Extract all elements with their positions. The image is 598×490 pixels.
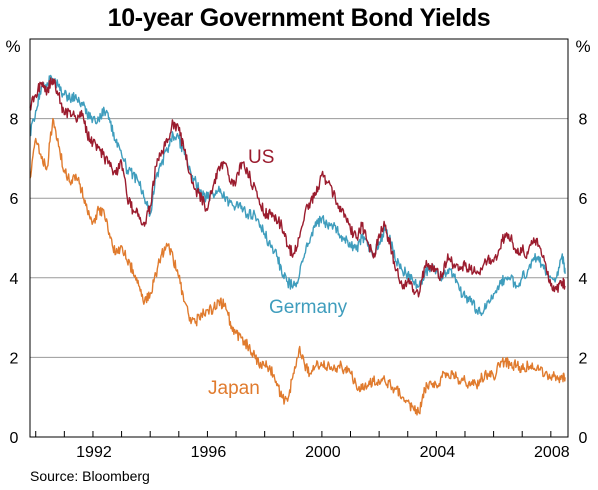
y-unit-right: % [575,37,590,56]
x-tick-label: 2000 [305,444,341,461]
chart-title: 10-year Government Bond Yields [107,4,491,32]
series-line-us [29,77,566,298]
y-tick-label-right: 4 [579,271,588,288]
y-tick-label-right: 0 [579,430,588,447]
source-note: Source: Bloomberg [30,468,150,484]
series-lines [29,74,566,416]
plot-frame [29,38,569,438]
x-tick-label: 1996 [191,444,227,461]
y-tick-label-left: 6 [10,191,19,208]
series-label-us: US [248,147,274,168]
y-unit-left: % [5,37,20,56]
x-tick-marks [35,431,552,437]
y-tick-label-right: 2 [579,350,588,367]
y-tick-label-left: 2 [10,350,19,367]
series-label-germany: Germany [269,297,348,318]
x-tick-label: 1992 [76,444,112,461]
series-label-japan: Japan [208,378,260,399]
axis-labels: 0 0 2 2 4 4 6 6 8 8% % 1992 1996 2000 2004 2008 US German… [5,37,590,461]
y-tick-label-right: 8 [579,112,588,129]
y-tick-label-left: 4 [10,271,19,288]
x-tick-label: 2008 [534,444,570,461]
y-tick-label-left: 0 [10,430,19,447]
series-line-japan [29,117,566,416]
x-tick-label: 2004 [420,444,456,461]
y-tick-label-left: 8 [10,112,19,129]
y-tick-label-right: 6 [579,191,588,208]
series-line-germany [29,74,566,317]
